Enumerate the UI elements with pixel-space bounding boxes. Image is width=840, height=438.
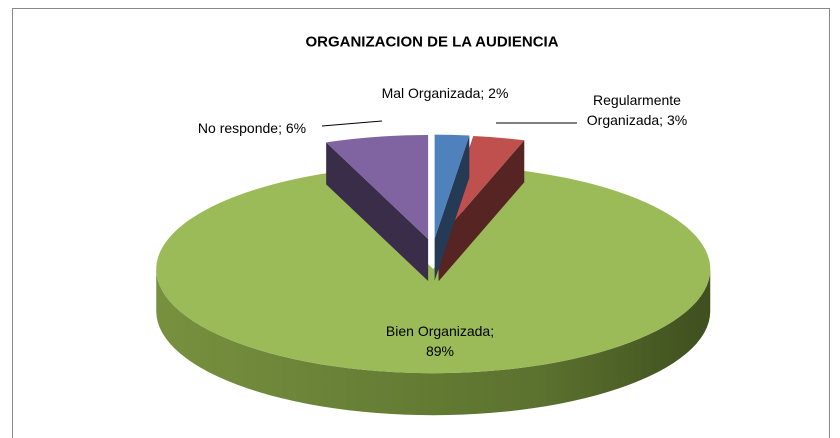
chart-title: ORGANIZACION DE LA AUDIENCIA	[305, 33, 559, 51]
data-label: No responde; 6%	[197, 120, 307, 136]
data-label: Mal Organizada; 2%	[381, 85, 509, 101]
slice-top	[434, 134, 470, 239]
data-label: Regularmente Organizada; 3%	[586, 92, 688, 128]
leader-line	[321, 120, 383, 127]
slice-wall	[434, 135, 470, 281]
slice-top	[156, 170, 711, 374]
pie-slice	[434, 134, 470, 281]
slice-wall	[438, 140, 525, 282]
slice-top	[438, 135, 525, 240]
data-label: Bien Organizada; 89%	[385, 323, 495, 359]
pie	[156, 134, 711, 416]
slice-top	[326, 135, 429, 240]
slice-wall	[326, 142, 429, 282]
pie-slice	[326, 135, 429, 282]
slice-outer-wall	[156, 269, 711, 416]
